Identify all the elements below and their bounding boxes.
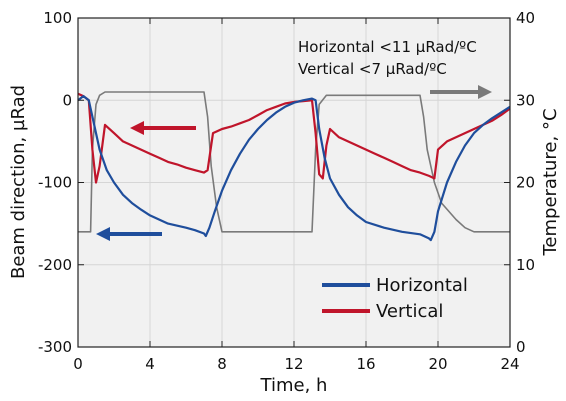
series-line-horizontal [77,94,511,242]
legend-label-horizontal: Horizontal [376,275,468,296]
x-tick-label: 8 [217,355,227,373]
y-right-tick-label: 40 [516,9,535,27]
y-axis-right-title: Temperature, °C [540,108,561,256]
y-right-tick-label: 10 [516,256,535,274]
arrow-temperature-right [430,85,492,99]
x-tick-label: 4 [145,355,155,373]
legend-label-vertical: Vertical [376,301,443,322]
ticks [77,17,511,348]
x-axis-title: Time, h [260,375,328,396]
y-right-tick-label: 20 [516,174,535,192]
y-left-tick-label: 100 [43,9,72,27]
annotation-horizontal-rate: Horizontal <11 µRad/ºC [298,38,477,56]
arrow-horizontal-left [96,227,162,241]
x-tick-label: 24 [500,355,519,373]
arrow-vertical-left [130,121,196,135]
x-tick-label: 20 [428,355,447,373]
y-right-tick-label: 0 [516,338,526,356]
grid [78,18,510,347]
y-axis-left-title: Beam direction, µRad [8,85,29,279]
y-left-tick-label: -300 [38,338,72,356]
x-tick-label: 12 [284,355,303,373]
legend: Horizontal Vertical [322,275,468,322]
y-left-tick-label: 0 [62,91,72,109]
y-right-tick-label: 30 [516,91,535,109]
annotation-vertical-rate: Vertical <7 µRad/ºC [298,60,447,78]
y-left-tick-label: -100 [38,174,72,192]
x-tick-label: 16 [356,355,375,373]
series-group [77,91,511,242]
tick-labels: 0 4 8 12 16 20 24 -300 -200 -100 0 100 0 10 20 30 40 [38,9,535,373]
y-left-tick-label: -200 [38,256,72,274]
x-tick-label: 0 [73,355,83,373]
